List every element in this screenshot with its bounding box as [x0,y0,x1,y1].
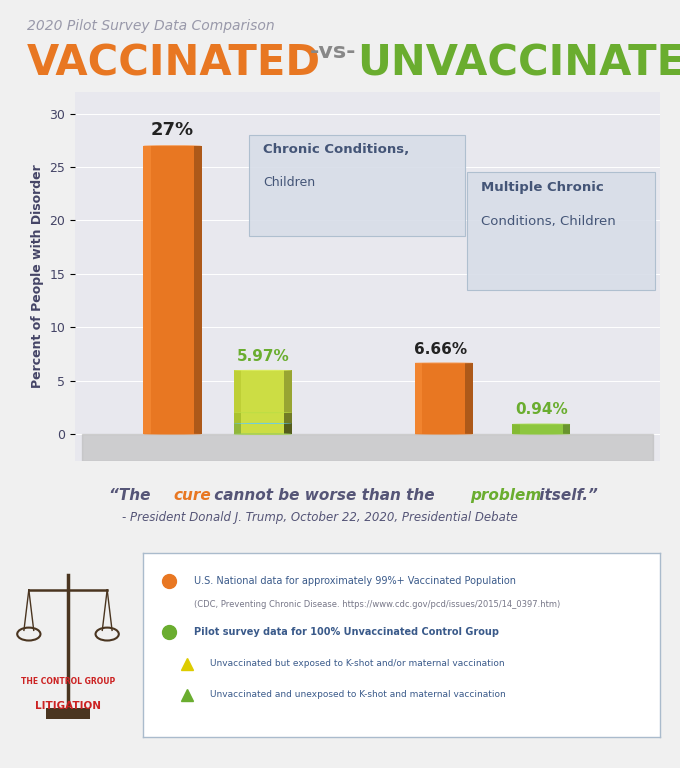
Text: 2020 Pilot Survey Data Comparison: 2020 Pilot Survey Data Comparison [27,19,275,33]
Text: Multiple Chronic: Multiple Chronic [481,180,604,194]
Ellipse shape [415,434,473,435]
Text: 0.94%: 0.94% [515,402,568,416]
Bar [284,370,292,434]
Ellipse shape [233,434,292,435]
Ellipse shape [233,434,292,435]
Bar [233,423,292,434]
Ellipse shape [415,362,473,363]
Text: Pilot survey data for 100% Unvaccinated Control Group: Pilot survey data for 100% Unvaccinated … [194,627,500,637]
Text: UNVACCINATED: UNVACCINATED [357,42,680,84]
Bar [465,363,473,434]
Bar [563,424,571,434]
Ellipse shape [512,434,571,435]
Bar [512,424,520,434]
Text: cannot be worse than the: cannot be worse than the [209,488,440,503]
Bar [194,146,201,434]
Text: Chronic Conditions,: Chronic Conditions, [262,144,409,157]
Bar [143,146,151,434]
Text: 5.97%: 5.97% [237,349,289,364]
Bar [233,412,292,434]
Polygon shape [82,434,653,461]
Bar [143,146,201,434]
Ellipse shape [143,145,201,146]
Text: itself.”: itself.” [534,488,598,503]
Text: VACCINATED: VACCINATED [27,42,321,84]
FancyBboxPatch shape [249,135,464,237]
Text: problem: problem [470,488,541,503]
Text: Unvaccinated but exposed to K-shot and/or maternal vaccination: Unvaccinated but exposed to K-shot and/o… [210,659,505,668]
Ellipse shape [143,434,201,435]
Ellipse shape [233,434,292,435]
Text: 6.66%: 6.66% [414,342,468,356]
Text: LITIGATION: LITIGATION [35,701,101,711]
Bar [233,423,241,434]
Text: Children: Children [262,176,315,188]
Text: “The: “The [109,488,156,503]
Bar [284,423,292,434]
Bar [233,412,241,434]
Text: - President Donald J. Trump, October 22, 2020, Presidential Debate: - President Donald J. Trump, October 22,… [122,511,518,524]
Y-axis label: Percent of People with Disorder: Percent of People with Disorder [31,164,44,389]
Bar [284,412,292,434]
Bar [46,708,90,719]
Bar [415,363,422,434]
Text: Conditions, Children: Conditions, Children [481,215,616,228]
Ellipse shape [512,423,571,425]
Bar [233,370,241,434]
Ellipse shape [233,412,292,413]
Bar [512,424,571,434]
Ellipse shape [233,370,292,371]
Text: -vs-: -vs- [309,42,356,62]
Bar [415,363,473,434]
Text: Unvaccinated and unexposed to K-shot and maternal vaccination: Unvaccinated and unexposed to K-shot and… [210,690,506,700]
Bar [233,370,292,434]
Text: 27%: 27% [151,121,194,139]
Ellipse shape [233,423,292,424]
FancyBboxPatch shape [467,172,656,290]
Text: cure: cure [173,488,211,503]
Text: THE CONTROL GROUP: THE CONTROL GROUP [21,677,115,687]
Text: (CDC, Preventing Chronic Disease. https://www.cdc.gov/pcd/issues/2015/14_0397.ht: (CDC, Preventing Chronic Disease. https:… [194,600,561,609]
Text: U.S. National data for approximately 99%+ Vaccinated Population: U.S. National data for approximately 99%… [194,575,517,586]
